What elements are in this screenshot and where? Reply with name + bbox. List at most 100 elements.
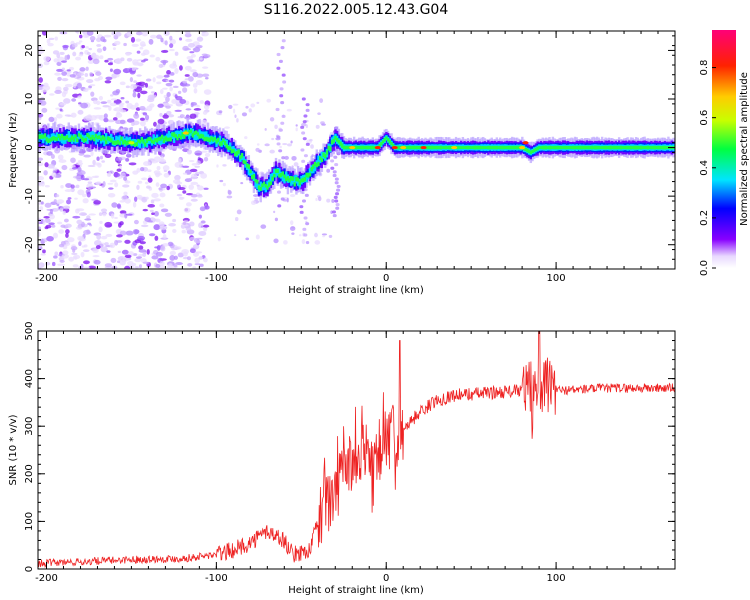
noise-blob — [104, 242, 109, 246]
noise-blob — [77, 224, 82, 229]
noise-blob — [77, 235, 85, 241]
noise-blob — [286, 143, 293, 147]
ridge-cell — [203, 136, 206, 142]
streak-blob — [302, 120, 307, 124]
noise-blob — [309, 138, 313, 142]
noise-blob — [219, 179, 224, 183]
ridge-cell — [254, 171, 257, 184]
ridge-cell — [607, 145, 611, 150]
noise-blob — [44, 202, 52, 208]
ridge-cell — [161, 135, 164, 145]
noise-blob — [152, 77, 156, 83]
ridge-cell — [269, 181, 273, 186]
noise-blob — [104, 153, 112, 159]
ridge-cell — [47, 134, 50, 142]
noise-blob — [195, 251, 203, 254]
noise-blob — [92, 58, 100, 65]
ridge-cell — [181, 132, 184, 137]
ridge-cell — [218, 135, 222, 143]
ridge-cell — [225, 143, 228, 149]
noise-blob — [103, 117, 109, 123]
noise-blob — [65, 233, 69, 239]
ridge-cell — [121, 140, 125, 145]
ridge-cell — [300, 178, 303, 183]
x-tick-label: 100 — [547, 273, 566, 284]
ridge-cell — [77, 133, 81, 137]
noise-blob — [38, 86, 44, 91]
noise-blob — [132, 228, 139, 235]
noise-blob — [142, 261, 150, 264]
ridge-cell — [359, 145, 363, 150]
noise-blob — [75, 42, 81, 45]
ridge-cell — [290, 176, 293, 181]
noise-blob — [113, 172, 121, 178]
noise-blob — [178, 90, 182, 94]
noise-blob — [96, 44, 102, 47]
noise-blob — [88, 213, 96, 216]
ridge-cell — [162, 138, 166, 143]
ridge-cell — [64, 136, 67, 141]
noise-blob — [84, 218, 92, 221]
noise-blob — [195, 237, 203, 240]
noise-blob — [184, 78, 191, 81]
noise-blob — [95, 245, 101, 250]
noise-blob — [124, 180, 131, 184]
ridge-cell — [276, 169, 279, 173]
noise-blob — [142, 112, 148, 116]
noise-blob — [203, 89, 212, 95]
noise-blob — [52, 232, 58, 239]
noise-blob — [75, 184, 80, 189]
noise-blob — [151, 91, 156, 94]
ridge-cell — [86, 135, 89, 144]
noise-blob — [174, 161, 182, 168]
noise-blob — [149, 103, 155, 108]
ridge-cell — [364, 145, 368, 150]
ridge-hotspot — [522, 141, 529, 145]
noise-blob — [273, 210, 276, 214]
ridge-cell — [225, 139, 228, 148]
ridge-cell — [206, 137, 210, 142]
noise-blob — [79, 34, 83, 39]
noise-blob — [42, 249, 46, 254]
noise-blob — [86, 229, 90, 234]
noise-blob — [88, 186, 97, 189]
noise-blob — [222, 164, 227, 167]
noise-blob — [85, 114, 93, 121]
ridge-cell — [72, 137, 76, 142]
noise-blob — [310, 144, 314, 149]
ridge-cell — [541, 145, 544, 150]
noise-blob — [70, 184, 75, 189]
ridge-cell — [169, 133, 172, 141]
noise-blob — [203, 54, 211, 58]
streak-blob — [330, 166, 335, 170]
ridge-cell — [116, 139, 120, 144]
noise-blob — [160, 49, 169, 53]
noise-blob — [291, 155, 297, 161]
ridge-cell — [566, 146, 570, 150]
noise-blob — [194, 239, 201, 244]
ridge-cell — [478, 145, 482, 150]
ridge-cell — [383, 137, 386, 142]
noise-blob — [119, 210, 127, 215]
noise-blob — [38, 231, 41, 238]
noise-blob — [60, 185, 64, 189]
ridge-cell — [330, 140, 334, 145]
noise-blob — [95, 37, 102, 43]
noise-blob — [125, 85, 130, 89]
noise-blob — [96, 156, 100, 161]
ridge-cell — [329, 146, 332, 152]
streak-blob — [278, 128, 283, 132]
noise-blob — [96, 100, 101, 106]
ridge-cell — [45, 129, 48, 141]
noise-blob — [44, 226, 49, 230]
ridge-cell — [660, 145, 663, 150]
noise-blob — [162, 165, 170, 171]
noise-blob — [319, 98, 324, 104]
noise-blob — [48, 116, 55, 123]
ridge-cell — [500, 145, 504, 150]
noise-blob — [147, 94, 155, 101]
streak-blob — [301, 97, 306, 101]
y-tick-label: 400 — [24, 369, 35, 388]
noise-blob — [82, 178, 90, 181]
ridge-cell — [138, 140, 142, 149]
